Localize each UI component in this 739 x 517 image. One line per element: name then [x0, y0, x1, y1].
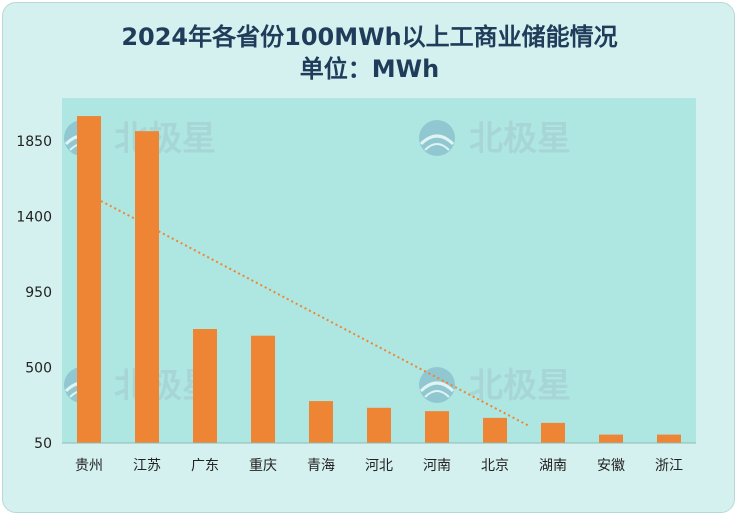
x-tick-label: 河南 [423, 458, 451, 474]
y-tick-label: 950 [25, 285, 52, 301]
bar-9 [541, 422, 565, 443]
watermark-text: 北极星 [469, 366, 571, 406]
x-tick-label: 贵州 [75, 458, 103, 474]
y-tick-label: 1850 [16, 134, 52, 150]
bar-8 [483, 417, 507, 443]
bar-4 [251, 335, 275, 443]
watermark-text: 北极星 [469, 119, 571, 159]
x-tick-label: 北京 [481, 458, 509, 474]
trendline-group [100, 200, 531, 428]
bar-5 [309, 401, 333, 443]
x-tick-label: 浙江 [655, 458, 683, 474]
plot-area [62, 98, 696, 443]
y-tick-label: 500 [25, 361, 52, 377]
bar-6 [367, 407, 391, 443]
x-tick-label: 安徽 [597, 458, 625, 474]
trendline [100, 200, 531, 428]
x-tick-label: 湖南 [539, 458, 567, 474]
watermark: 北极星 [419, 366, 571, 406]
bar-7 [425, 411, 449, 443]
chart-subtitle: 单位：MWh [299, 55, 440, 83]
x-tick-label: 河北 [365, 458, 393, 474]
bar-2 [135, 131, 159, 444]
x-tick-label: 重庆 [249, 458, 277, 474]
polaris-logo-icon [419, 367, 455, 403]
watermark-text: 北极星 [114, 119, 216, 159]
x-axis: 贵州 江苏 广东 重庆 青海 河北 河南 北京 湖南 安徽 浙江 [62, 442, 696, 474]
bar-3 [193, 328, 217, 443]
x-tick-label: 广东 [191, 458, 219, 474]
bar-group [77, 116, 681, 444]
bar-11 [657, 434, 681, 443]
watermark: 北极星 [419, 119, 571, 159]
y-tick-label: 1400 [16, 210, 52, 226]
bar-1 [77, 116, 101, 444]
polaris-logo-icon [419, 120, 455, 156]
chart-title: 2024年各省份100MWh以上工商业储能情况 [121, 23, 618, 51]
y-axis: 50 500 950 1400 1850 [16, 134, 52, 452]
bar-10 [599, 434, 623, 443]
x-tick-label: 青海 [307, 458, 335, 474]
y-tick-label: 50 [34, 436, 52, 452]
x-tick-label: 江苏 [133, 458, 161, 474]
